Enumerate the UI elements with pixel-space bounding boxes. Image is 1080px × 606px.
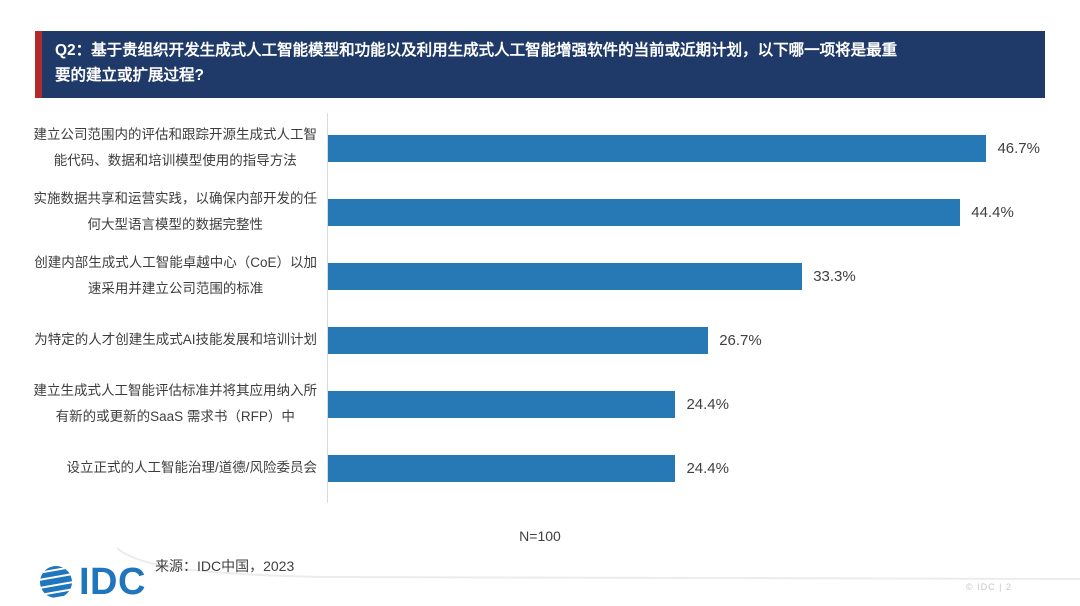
chart-row: 建立生成式人工智能评估标准并将其应用纳入所 有新的或更新的SaaS 需求书（RF… [30, 372, 1070, 436]
source-note: 来源：IDC中国，2023 [155, 558, 295, 574]
globe-icon [38, 564, 74, 600]
category-label: 实施数据共享和运营实践，以确保内部开发的任 何大型语言模型的数据完整性 [33, 191, 318, 232]
idc-logo: IDC [38, 561, 146, 603]
chart-row: 设立正式的人工智能治理/道德/风险委员会 24.4% [30, 436, 1070, 500]
bar-track: 46.7% [328, 134, 1040, 162]
bar-track: 26.7% [328, 326, 1040, 354]
red-accent-bar [35, 31, 42, 98]
bar [328, 454, 676, 482]
chart-row: 建立公司范围内的评估和跟踪开源生成式人工智 能代码、数据和培训模型使用的指导方法… [30, 116, 1070, 180]
chart-row: 实施数据共享和运营实践，以确保内部开发的任 何大型语言模型的数据完整性 44.4… [30, 180, 1070, 244]
value-label: 33.3% [813, 267, 856, 285]
bar-track: 33.3% [328, 262, 1040, 290]
chart-row: 创建内部生成式人工智能卓越中心（CoE）以加 速采用并建立公司范围的标准 33.… [30, 244, 1070, 308]
bar [328, 390, 676, 418]
logo-text: IDC [79, 561, 146, 603]
value-label: 26.7% [719, 331, 762, 349]
category-label: 创建内部生成式人工智能卓越中心（CoE）以加 速采用并建立公司范围的标准 [34, 255, 317, 296]
bar [328, 326, 709, 354]
bar-chart: 建立公司范围内的评估和跟踪开源生成式人工智 能代码、数据和培训模型使用的指导方法… [30, 113, 1070, 503]
category-label: 为特定的人才创建生成式AI技能发展和培训计划 [34, 332, 317, 347]
bar-track: 44.4% [328, 198, 1040, 226]
chart-row: 为特定的人才创建生成式AI技能发展和培训计划 26.7% [30, 308, 1070, 372]
bar [328, 262, 803, 290]
question-header: Q2：基于贵组织开发生成式人工智能模型和功能以及利用生成式人工智能增强软件的当前… [35, 31, 1045, 98]
category-label: 建立生成式人工智能评估标准并将其应用纳入所 有新的或更新的SaaS 需求书（RF… [33, 383, 318, 424]
category-label: 建立公司范围内的评估和跟踪开源生成式人工智 能代码、数据和培训模型使用的指导方法 [33, 127, 318, 168]
bar-track: 24.4% [328, 454, 1040, 482]
question-title: Q2：基于贵组织开发生成式人工智能模型和功能以及利用生成式人工智能增强软件的当前… [55, 42, 898, 84]
category-label: 设立正式的人工智能治理/道德/风险委员会 [66, 460, 317, 475]
value-label: 44.4% [971, 203, 1014, 221]
value-label: 24.4% [686, 395, 729, 413]
value-label: 46.7% [997, 139, 1040, 157]
sample-size-note: N=100 [519, 528, 561, 544]
page-number-note: © IDC | 2 [966, 582, 1012, 592]
value-label: 24.4% [686, 459, 729, 477]
bar [328, 198, 961, 226]
bar-track: 24.4% [328, 390, 1040, 418]
bar [328, 134, 987, 162]
